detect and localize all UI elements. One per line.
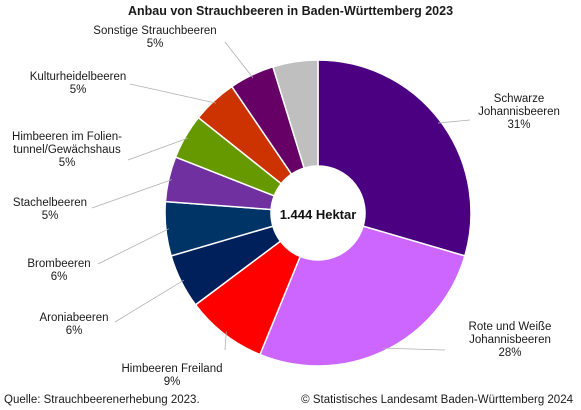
- pie-slice-1: [259, 225, 466, 367]
- donut-chart: Schwarze Johannisbeeren 31% Rote und Weiße J…: [12, 25, 560, 388]
- center-label: 1.444 Hektar: [280, 207, 357, 222]
- leader-line-7: [129, 83, 217, 104]
- pie-slice-0: [317, 59, 472, 257]
- leader-line-6: [127, 137, 189, 161]
- slice-label-1: Rote und Weiße Johannisbeeren 28%: [469, 321, 552, 359]
- slice-label-4: Brombeeren 6%: [27, 258, 90, 283]
- slice-label-0: Schwarze Johannisbeeren 31%: [478, 93, 560, 131]
- leader-line-2: [224, 331, 227, 351]
- slice-label-8: Sonstige Strauchbeeren 5%: [93, 25, 216, 50]
- slice-label-3: Aroniabeeren 6%: [39, 312, 108, 337]
- slice-label-7: Kulturheidelbeeren 5%: [30, 71, 127, 96]
- pie-slice-9: [271, 59, 319, 170]
- leader-line-5: [91, 179, 172, 209]
- leader-line-0: [437, 119, 471, 124]
- slice-label-5: Stachelbeeren 5%: [13, 197, 87, 222]
- chart-title: Anbau von Strauchbeeren in Baden-Württem…: [127, 4, 454, 18]
- leader-line-8: [224, 41, 254, 79]
- leader-line-3: [114, 279, 185, 323]
- leader-line-4: [97, 228, 170, 265]
- leader-line-1: [383, 347, 446, 351]
- slice-label-6: Himbeeren im Folien-tunnel/Gewächshaus 5%: [12, 131, 122, 169]
- source-note: Quelle: Strauchbeerenerhebung 2023.: [4, 394, 200, 406]
- copyright-note: © Statistisches Landesamt Baden-Württemb…: [301, 394, 573, 406]
- slice-label-2: Himbeeren Freiland 9%: [122, 363, 223, 388]
